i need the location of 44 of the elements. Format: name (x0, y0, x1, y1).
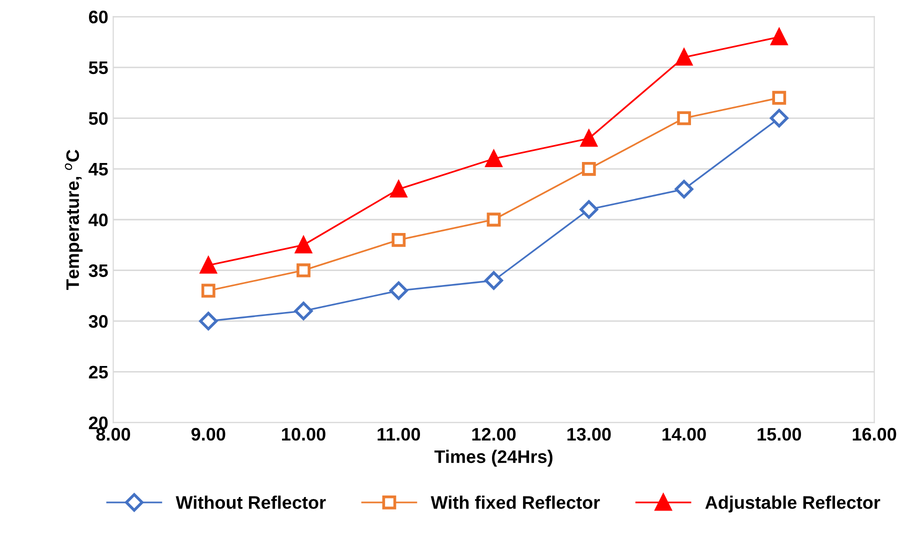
point (201, 284, 216, 298)
point (677, 111, 691, 126)
x-tick-label: 14.00 (662, 428, 706, 441)
point (200, 256, 217, 274)
y-tick-label: 55 (88, 62, 108, 74)
point (582, 162, 596, 176)
y-tick-label: 50 (88, 112, 108, 125)
point (486, 212, 501, 227)
point (676, 48, 692, 66)
x-tick-label: 10.00 (282, 428, 326, 441)
point (295, 236, 312, 254)
x-tick-label: 12.00 (472, 428, 516, 441)
y-tick-label: 45 (88, 163, 108, 176)
x-tick-label: 15.00 (758, 428, 802, 441)
point (390, 180, 407, 198)
point (199, 312, 218, 330)
legend-label: Without Reflector (176, 496, 326, 509)
y-tick-label: 60 (88, 10, 108, 24)
legend-label: Adjustable Reflector (705, 496, 880, 512)
point (772, 90, 786, 105)
x-tick-label: 11.00 (378, 428, 420, 441)
y-tick-label: 40 (88, 214, 108, 226)
x-tick-label: 13.00 (567, 428, 611, 441)
point (580, 200, 598, 219)
y-tick-label: 25 (88, 366, 108, 379)
point (770, 28, 788, 46)
point (389, 281, 408, 300)
y-tick-label: 20 (88, 416, 108, 430)
x-tick-label: 8.00 (96, 428, 130, 441)
y-tick-label: 35 (88, 264, 108, 278)
legend-label: With fixed Reflector (430, 496, 600, 509)
point (392, 232, 406, 247)
point (770, 108, 788, 128)
point (294, 302, 313, 320)
x-axis-title: Times (24Hrs) (434, 450, 552, 467)
x-tick-label: 9.00 (191, 428, 226, 441)
point (484, 271, 504, 290)
y-axis-title: Temperature, $^{o}$C (64, 150, 83, 290)
point (674, 180, 694, 198)
x-tick-label: 16.00 (852, 428, 896, 441)
y-tick-label: 30 (88, 315, 108, 328)
point (580, 130, 598, 147)
point (296, 263, 310, 278)
point (485, 150, 502, 168)
